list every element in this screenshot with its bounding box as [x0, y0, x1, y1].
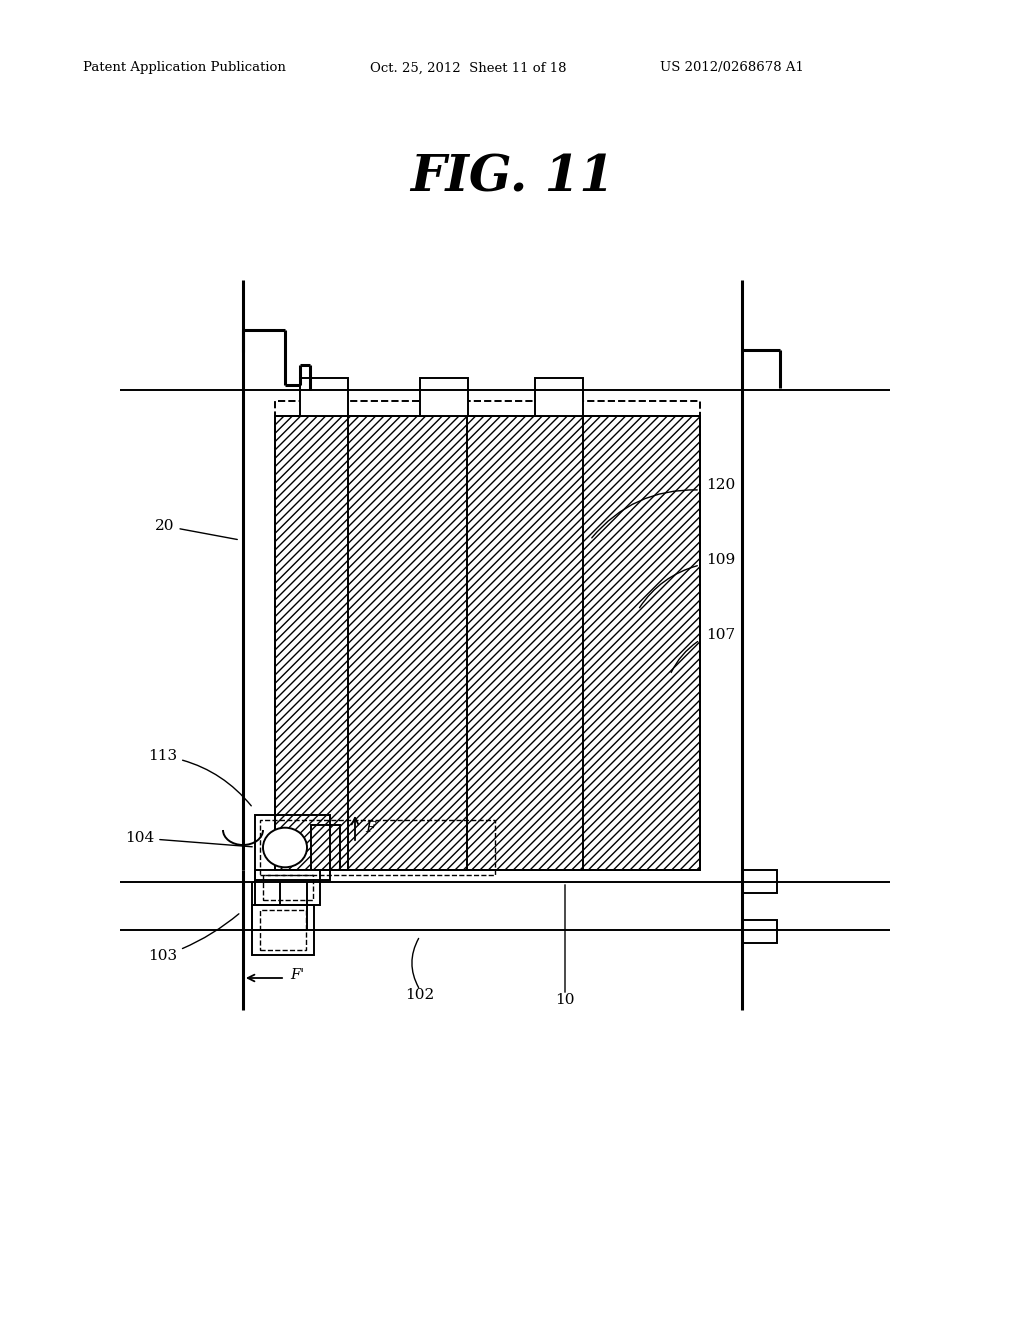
Text: 103: 103 — [148, 913, 239, 964]
Text: Patent Application Publication: Patent Application Publication — [83, 62, 286, 74]
Text: 113: 113 — [148, 748, 251, 805]
Bar — [535, 378, 583, 416]
Bar — [311, 825, 340, 870]
Text: 102: 102 — [406, 987, 434, 1002]
Text: F': F' — [290, 968, 304, 982]
Bar — [260, 909, 306, 950]
Text: US 2012/0268678 A1: US 2012/0268678 A1 — [660, 62, 804, 74]
Text: F: F — [365, 821, 375, 836]
Text: 107: 107 — [706, 628, 735, 642]
Text: Oct. 25, 2012  Sheet 11 of 18: Oct. 25, 2012 Sheet 11 of 18 — [370, 62, 566, 74]
Text: 104: 104 — [125, 832, 252, 847]
Bar — [742, 870, 777, 894]
Bar — [263, 875, 313, 900]
Bar — [275, 401, 700, 870]
Text: 10: 10 — [555, 993, 574, 1007]
Bar — [742, 920, 777, 942]
Text: FIG. 11: FIG. 11 — [410, 153, 614, 202]
Text: 120: 120 — [706, 478, 735, 492]
Bar — [252, 906, 314, 954]
Text: 20: 20 — [155, 519, 238, 540]
Bar — [275, 416, 700, 870]
Ellipse shape — [263, 828, 307, 867]
Bar — [255, 870, 319, 906]
Bar — [300, 378, 348, 416]
Text: 109: 109 — [706, 553, 735, 568]
Bar — [255, 814, 330, 880]
Bar — [420, 378, 468, 416]
Bar — [260, 820, 495, 875]
Bar — [275, 416, 700, 870]
